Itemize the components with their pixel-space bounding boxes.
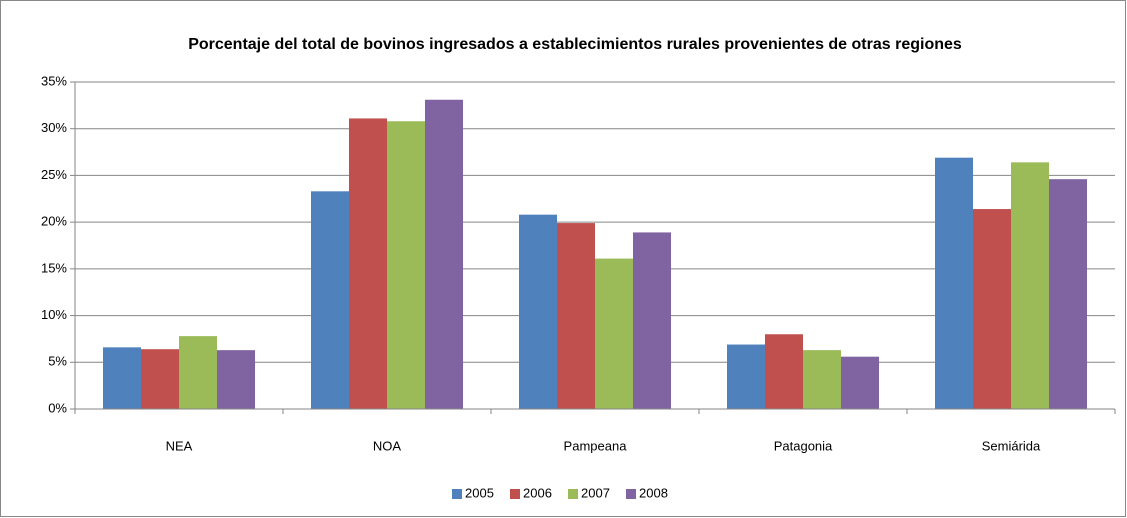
chart-title: Porcentaje del total de bovinos ingresad…: [188, 36, 962, 53]
x-tick-label: Pampeana: [564, 438, 628, 453]
bar: [1049, 179, 1087, 409]
legend-swatch: [626, 489, 636, 499]
bar: [841, 356, 879, 409]
legend-label: 2008: [639, 485, 668, 500]
legend-swatch: [510, 489, 520, 499]
legend-swatch: [568, 489, 578, 499]
y-tick-label: 15%: [41, 260, 67, 275]
x-tick-label: NOA: [373, 438, 402, 453]
y-tick-label: 20%: [41, 214, 67, 229]
bar: [935, 157, 973, 409]
bar: [311, 191, 349, 409]
bar: [633, 232, 671, 409]
legend-label: 2005: [465, 485, 494, 500]
bar: [1011, 162, 1049, 409]
bar: [765, 334, 803, 409]
x-tick-label: NEA: [166, 438, 193, 453]
y-tick-label: 10%: [41, 307, 67, 322]
bar: [973, 209, 1011, 409]
bar: [179, 336, 217, 409]
legend-label: 2006: [523, 485, 552, 500]
x-tick-label: Patagonia: [774, 438, 833, 453]
y-tick-label: 5%: [48, 354, 67, 369]
bar: [217, 350, 255, 409]
bar: [349, 118, 387, 410]
bar: [519, 214, 557, 409]
bar: [595, 258, 633, 409]
bar: [387, 121, 425, 410]
bar: [103, 347, 141, 409]
legend-label: 2007: [581, 485, 610, 500]
bar: [425, 99, 463, 409]
bar: [727, 344, 765, 409]
y-tick-label: 30%: [41, 120, 67, 135]
y-tick-label: 0%: [48, 400, 67, 415]
y-tick-label: 35%: [41, 73, 67, 88]
x-tick-label: Semiárida: [982, 438, 1041, 453]
y-tick-label: 25%: [41, 167, 67, 182]
legend-swatch: [452, 489, 462, 499]
bar: [557, 223, 595, 409]
bar: [803, 350, 841, 409]
bar: [141, 349, 179, 409]
